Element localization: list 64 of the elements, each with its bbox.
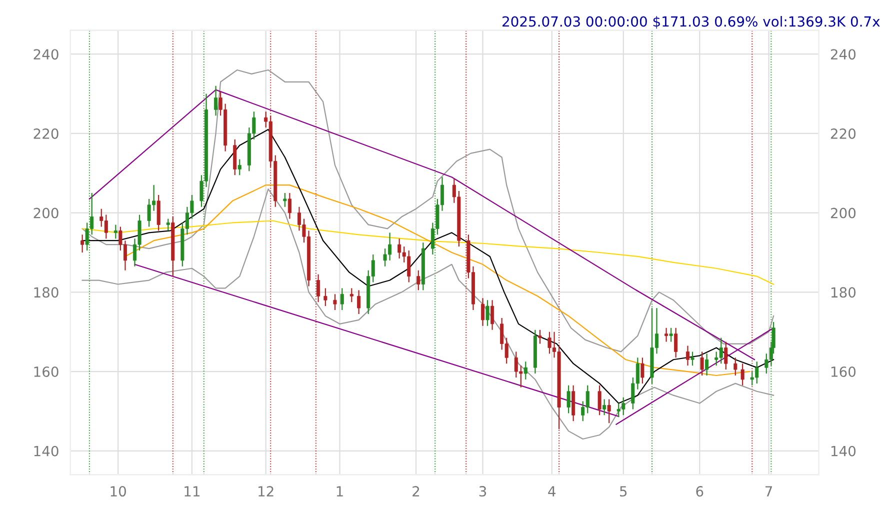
y2-tick-label: 180 bbox=[831, 287, 856, 298]
candlestick bbox=[640, 357, 644, 384]
candlestick bbox=[740, 363, 744, 386]
y-tick-label: 240 bbox=[34, 49, 58, 60]
candlestick bbox=[607, 398, 611, 424]
y2-tick-label: 240 bbox=[830, 49, 856, 60]
y2-tick-label: 220 bbox=[830, 128, 856, 139]
y-tick-label: 200 bbox=[34, 208, 58, 218]
candlestick bbox=[664, 327, 668, 342]
candlestick bbox=[669, 327, 673, 342]
x-tick-label: 2 bbox=[412, 486, 420, 496]
candlestick bbox=[166, 218, 170, 232]
x-tick-label: 1 bbox=[336, 486, 343, 496]
candlestick bbox=[566, 384, 570, 414]
candlestick bbox=[690, 351, 694, 366]
candlestick bbox=[602, 398, 606, 416]
candlestick bbox=[538, 329, 542, 344]
candlestick bbox=[214, 85, 218, 116]
candlestick bbox=[233, 138, 237, 176]
line-series bbox=[124, 184, 750, 376]
y2-tick-label: 160 bbox=[831, 366, 856, 378]
candlestick bbox=[333, 294, 337, 311]
line-series bbox=[82, 220, 774, 285]
y-tick-label: 180 bbox=[34, 287, 58, 298]
candlestick bbox=[340, 288, 344, 311]
candlestick bbox=[674, 327, 678, 358]
y2-tick-label: 140 bbox=[831, 446, 856, 456]
candlestick bbox=[316, 274, 320, 303]
x-tick-label: 7 bbox=[765, 486, 772, 496]
candlestick bbox=[416, 270, 420, 291]
candlestick bbox=[114, 224, 118, 240]
candlestick bbox=[734, 357, 738, 376]
candlestick bbox=[490, 300, 494, 330]
candlestick bbox=[524, 361, 528, 380]
candlestick bbox=[350, 288, 354, 303]
chart-title: 2025.07.03 00:00:00 $171.03 0.69% vol:1369.3K 0.7x bbox=[502, 16, 880, 29]
candlestick bbox=[156, 194, 160, 232]
candlestick bbox=[80, 234, 84, 254]
candlestick bbox=[705, 353, 709, 376]
candlestick bbox=[324, 288, 328, 307]
candlestick bbox=[598, 384, 602, 416]
y-tick-label: 220 bbox=[34, 128, 58, 139]
x-tick-label: 4 bbox=[548, 486, 556, 496]
x-tick-label: 6 bbox=[696, 486, 704, 497]
candlestick bbox=[572, 384, 576, 422]
line-series bbox=[82, 188, 774, 440]
x-tick-label: 3 bbox=[479, 486, 486, 497]
candlestick bbox=[238, 158, 242, 176]
y2-tick-label: 200 bbox=[830, 208, 856, 218]
candlestick bbox=[480, 298, 485, 326]
candlestick bbox=[288, 192, 292, 220]
x-tick-label: 12 bbox=[258, 486, 274, 496]
candlestick bbox=[357, 290, 361, 315]
y-tick-label: 140 bbox=[34, 446, 58, 456]
candlestick bbox=[724, 341, 728, 370]
x-tick-label: 11 bbox=[184, 486, 200, 496]
candlestick bbox=[700, 351, 704, 376]
candlestick bbox=[283, 192, 287, 208]
x-tick-label: 10 bbox=[110, 486, 126, 497]
line-series bbox=[82, 128, 774, 404]
y-tick-label: 160 bbox=[34, 366, 58, 378]
candlestick bbox=[486, 300, 490, 326]
x-tick-label: 5 bbox=[620, 486, 627, 497]
candlestick bbox=[686, 345, 690, 366]
